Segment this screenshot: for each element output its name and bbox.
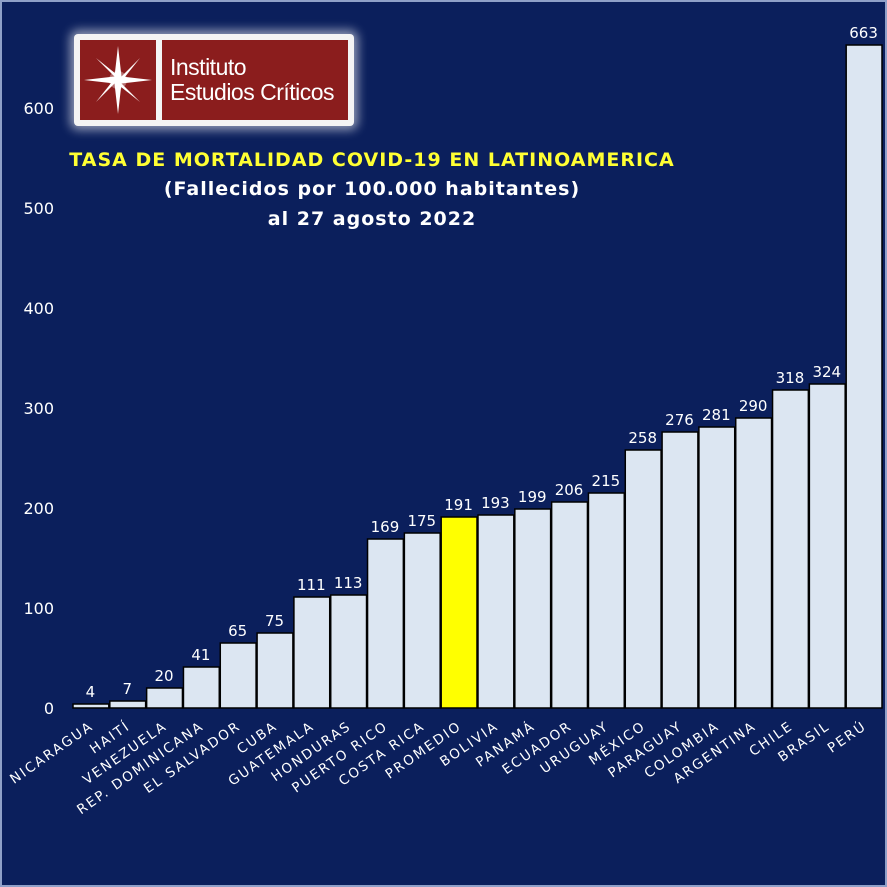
value-label: 41	[191, 646, 210, 664]
bar	[550, 501, 589, 709]
chart-subtitle: (Fallecidos por 100.000 habitantes)	[163, 178, 581, 200]
y-tick-label: 600	[23, 99, 54, 118]
value-label: 113	[334, 574, 363, 592]
bar	[329, 594, 368, 709]
logo-text: Instituto Estudios Críticos	[162, 40, 348, 120]
title-block: TASA DE MORTALIDAD COVID-19 EN LATINOAME…	[42, 146, 702, 234]
value-label: 7	[122, 680, 132, 698]
bar	[72, 703, 110, 709]
bar	[477, 514, 515, 709]
bar	[514, 508, 552, 709]
value-label: 258	[628, 429, 657, 447]
value-label: 276	[665, 411, 694, 429]
y-tick-label: 200	[23, 499, 54, 518]
bar	[366, 538, 405, 709]
bar	[845, 44, 883, 709]
value-label: 75	[265, 612, 284, 630]
value-label: 193	[481, 494, 510, 512]
logo: Instituto Estudios Críticos	[74, 34, 354, 126]
y-tick-label: 100	[23, 599, 54, 618]
bar	[661, 431, 699, 709]
value-label: 663	[849, 24, 878, 42]
bar	[771, 389, 810, 709]
bar-highlight	[440, 516, 478, 709]
value-label: 281	[702, 406, 731, 424]
bar	[698, 426, 736, 709]
bar	[808, 383, 846, 709]
y-tick-label: 500	[23, 199, 54, 218]
chart-title: TASA DE MORTALIDAD COVID-19 EN LATINOAME…	[69, 149, 675, 171]
y-tick-label: 300	[23, 399, 54, 418]
y-tick-label: 400	[23, 299, 54, 318]
value-label: 215	[592, 472, 621, 490]
compass-star-icon	[84, 46, 152, 114]
logo-line-1: Instituto	[170, 54, 247, 80]
value-label: 199	[518, 488, 547, 506]
bar	[182, 666, 221, 709]
value-label: 206	[555, 481, 584, 499]
value-label: 290	[739, 397, 768, 415]
bar	[219, 642, 257, 709]
bar	[293, 596, 331, 709]
bar	[624, 449, 662, 709]
value-label: 324	[812, 363, 841, 381]
bar	[145, 687, 184, 709]
category-label: PERÚ	[824, 717, 870, 757]
bar	[109, 700, 147, 709]
bar	[403, 532, 441, 709]
value-label: 175	[407, 512, 436, 530]
value-label: 65	[228, 622, 247, 640]
value-label: 20	[154, 667, 173, 685]
chart-date: al 27 agosto 2022	[267, 208, 477, 230]
logo-star-box	[80, 40, 156, 120]
bar	[587, 492, 626, 709]
value-label: 111	[297, 576, 326, 594]
value-label: 4	[86, 683, 96, 701]
value-label: 191	[444, 496, 473, 514]
bar	[256, 632, 294, 709]
value-label: 169	[371, 518, 400, 536]
value-label: 318	[776, 369, 805, 387]
logo-line-2: Estudios Críticos	[170, 79, 335, 105]
bar	[734, 417, 773, 709]
y-tick-label: 0	[44, 699, 54, 718]
